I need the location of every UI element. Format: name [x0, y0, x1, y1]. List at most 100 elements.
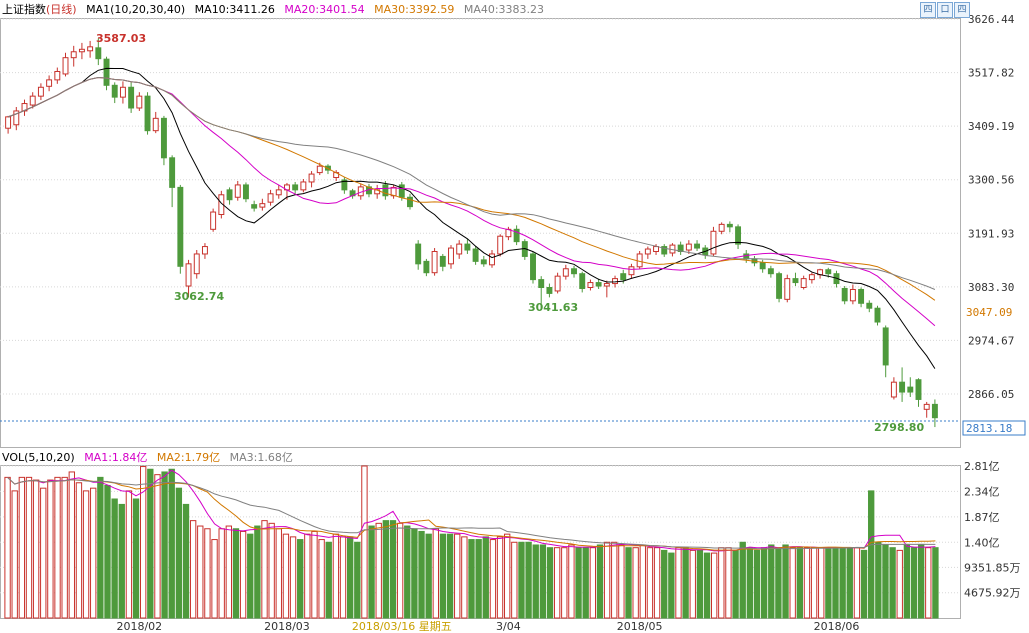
candle-body	[5, 116, 12, 129]
volume-bar	[304, 533, 311, 619]
volume-bar	[732, 549, 739, 619]
candle-body	[119, 86, 126, 98]
candle-body	[579, 273, 586, 289]
volume-bar	[218, 528, 225, 619]
volume-bar	[818, 547, 825, 619]
panel-layout-button-2[interactable]: 四	[954, 2, 970, 18]
candle-body	[193, 253, 200, 275]
panel-layout-button[interactable]: 四	[920, 2, 936, 18]
candle-body	[899, 381, 906, 393]
candle-body	[726, 223, 733, 228]
volume-bar	[54, 476, 61, 619]
volume-bar	[768, 544, 775, 619]
volume-bar	[346, 536, 354, 619]
candle-body	[111, 84, 118, 98]
candle-body	[571, 268, 577, 275]
candle-body	[103, 58, 110, 86]
volume-bar	[254, 525, 261, 619]
ma30-label: MA30:3392.59	[374, 3, 455, 16]
high-label: 3587.03	[96, 32, 146, 45]
volume-bar	[468, 539, 475, 619]
volume-bar	[917, 544, 925, 619]
volume-bar	[261, 520, 268, 619]
candle-body	[177, 186, 184, 267]
candle-body	[62, 57, 69, 75]
volume-bar	[775, 547, 782, 619]
volume-bar	[646, 547, 654, 619]
candle-body	[661, 246, 668, 255]
candle-body	[87, 46, 94, 52]
volume-bar	[675, 547, 682, 619]
candle-body	[456, 243, 463, 255]
volume-bar	[696, 549, 704, 619]
candle-body	[54, 70, 61, 81]
volume-bar	[782, 544, 789, 619]
x-axis-label: 2018/05	[617, 620, 663, 633]
candle-body	[743, 253, 750, 260]
volume-bar	[111, 498, 118, 619]
volume-bar	[189, 520, 197, 619]
volume-bar	[803, 547, 811, 619]
candle-body	[718, 223, 725, 232]
x-axis-label: 2018/03/16 星期五	[352, 620, 452, 633]
volume-bar	[90, 487, 97, 619]
candle-body	[653, 246, 659, 252]
candle-body	[882, 327, 889, 366]
window-toggle-button[interactable]: 口	[937, 2, 953, 18]
candle-body	[275, 189, 282, 196]
volume-tick-label: 1.87亿	[964, 511, 1000, 524]
candle-body	[595, 282, 602, 287]
candle-body	[169, 157, 176, 188]
candle-body	[694, 243, 701, 249]
volume-bar	[154, 474, 161, 619]
volume-bar	[297, 539, 304, 619]
candle-body	[37, 86, 44, 97]
candle-body	[735, 226, 742, 245]
candle-body	[767, 268, 774, 275]
volume-bar	[668, 552, 675, 619]
candle-body	[29, 95, 36, 106]
volume-bar	[311, 530, 318, 619]
candle-body	[464, 243, 471, 251]
candle-body	[292, 184, 299, 191]
candle-body	[587, 282, 594, 289]
volume-bar	[382, 520, 390, 619]
volume-bar	[746, 547, 754, 619]
index-title: 上证指数(日线)	[2, 3, 77, 16]
volume-bar	[147, 468, 154, 619]
volume-bar	[425, 533, 432, 619]
candle-body	[890, 381, 897, 398]
volume-bar	[439, 533, 447, 619]
candle-body	[472, 248, 479, 262]
candle-body	[644, 248, 651, 255]
volume-bar	[204, 528, 211, 619]
candle-body	[160, 117, 167, 159]
volume-bar	[504, 533, 511, 619]
volume-bar	[689, 549, 696, 619]
candle-body	[251, 204, 258, 209]
candle-body	[185, 263, 192, 287]
volume-bar	[132, 498, 140, 619]
volume-bar	[796, 547, 803, 619]
volume-bar	[582, 547, 589, 619]
candle-body	[628, 266, 635, 276]
volume-bar	[418, 530, 425, 619]
volume-bar	[461, 536, 468, 619]
volume-bar	[860, 549, 868, 619]
candle-body	[78, 48, 85, 53]
candle-body	[226, 189, 233, 201]
volume-bar	[661, 549, 668, 619]
candle-body	[759, 262, 766, 270]
ma40-label: MA40:3383.23	[463, 3, 545, 16]
volume-bar	[725, 547, 732, 619]
volume-bar	[925, 547, 932, 619]
volume-bar	[389, 520, 397, 619]
candle-body	[128, 86, 135, 109]
volume-bar	[361, 465, 368, 619]
volume-bar	[682, 547, 689, 619]
volume-bar	[325, 541, 332, 619]
volume-bar	[104, 484, 111, 619]
volume-bar	[454, 533, 461, 619]
volume-bar	[539, 544, 547, 619]
candle-body	[218, 194, 225, 216]
